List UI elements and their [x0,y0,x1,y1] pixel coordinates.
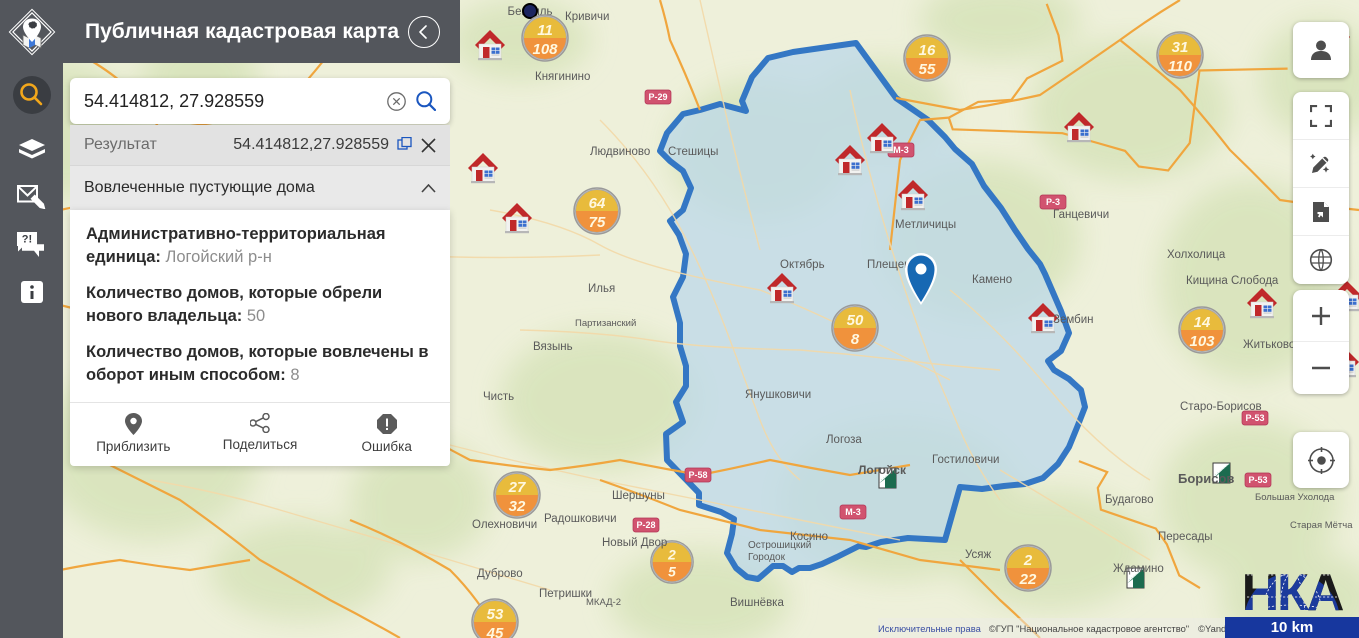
svg-text:Дуброво: Дуброво [477,568,523,580]
svg-text:53: 53 [487,606,504,623]
svg-text:2: 2 [667,547,676,562]
svg-text:Холхолица: Холхолица [1167,249,1226,261]
svg-text:Гостиловичи: Гостиловичи [932,454,999,466]
svg-text:5: 5 [668,565,676,580]
svg-text:Кищина Слобода: Кищина Слобода [1186,275,1279,287]
svg-text:Вязынь: Вязынь [533,341,573,353]
svg-text:Людвиново: Людвиново [590,146,650,158]
svg-text:Р-53: Р-53 [1245,413,1264,423]
svg-text:Пересады: Пересады [1158,531,1213,543]
svg-text:М-3: М-3 [893,145,909,155]
svg-text:32: 32 [509,498,526,515]
svg-text:Олехновичи: Олехновичи [472,519,537,531]
svg-text:Р-29: Р-29 [648,92,667,102]
svg-text:Р-58: Р-58 [688,470,707,480]
svg-text:Княгинино: Княгинино [535,71,590,83]
svg-text:Чисть: Чисть [483,391,514,403]
svg-text:Р-53: Р-53 [1248,475,1267,485]
svg-text:103: 103 [1189,333,1215,350]
svg-text:Острошицкий: Острошицкий [748,540,811,551]
svg-text:Городок: Городок [748,552,786,563]
svg-text:Логоза: Логоза [826,434,862,446]
svg-text:14: 14 [1194,314,1211,331]
svg-text:Партизанский: Партизанский [575,318,636,329]
svg-text:Борисов: Борисов [1178,471,1234,486]
svg-text:Зембин: Зембин [1053,314,1093,326]
svg-text:11: 11 [537,22,553,39]
svg-text:Октябрь: Октябрь [780,259,825,271]
svg-text:Р-28: Р-28 [636,520,655,530]
svg-text:50: 50 [847,312,864,329]
svg-text:27: 27 [508,479,526,496]
svg-text:Большая Ухолода: Большая Ухолода [1255,492,1335,503]
svg-text:31: 31 [1172,39,1189,56]
svg-text:Шершуны: Шершуны [612,490,665,502]
svg-text:8: 8 [851,331,860,348]
svg-text:Петришки: Петришки [539,588,592,600]
svg-text:Метличицы: Метличицы [895,219,956,231]
svg-text:Стешицы: Стешицы [668,146,718,158]
svg-text:Камено: Камено [972,274,1012,286]
svg-text:Ждамино: Ждамино [1113,563,1164,575]
svg-text:Житьково: Житьково [1243,339,1295,351]
svg-text:М-3: М-3 [845,507,861,517]
svg-text:110: 110 [1168,58,1193,75]
svg-text:55: 55 [919,61,936,78]
svg-text:Новый Двор: Новый Двор [602,537,667,549]
svg-text:Старо-Борисов: Старо-Борисов [1180,401,1262,413]
svg-text:2: 2 [1023,552,1033,569]
svg-text:Р-3: Р-3 [1046,197,1060,207]
svg-text:45: 45 [486,625,504,638]
svg-text:Будагово: Будагово [1105,494,1153,506]
svg-text:Вишнёвка: Вишнёвка [730,597,784,609]
svg-text:Радошковичи: Радошковичи [544,513,617,525]
svg-text:?!: ?! [21,233,31,245]
svg-text:16: 16 [919,42,936,59]
svg-text:75: 75 [589,214,606,231]
svg-text:Усяж: Усяж [965,549,992,561]
svg-text:Ганцевичи: Ганцевичи [1053,209,1109,221]
svg-text:Кривичи: Кривичи [565,11,609,23]
svg-text:22: 22 [1019,571,1037,588]
svg-text:64: 64 [589,195,606,212]
svg-text:Старая Мётча: Старая Мётча [1290,520,1353,531]
svg-text:Янушковичи: Янушковичи [745,389,811,401]
svg-text:108: 108 [532,41,558,58]
svg-text:Илья: Илья [588,283,615,295]
svg-text:Логойск: Логойск [858,463,907,477]
svg-text:МКАД-2: МКАД-2 [586,597,621,608]
